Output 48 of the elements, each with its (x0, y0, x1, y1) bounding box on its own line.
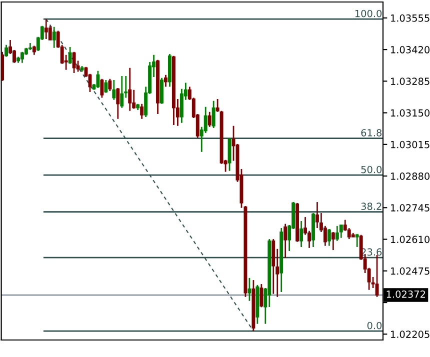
candlestick (4, 44, 8, 58)
candlestick (248, 277, 252, 302)
y-tick-label: 1.02745 (391, 204, 430, 212)
candlestick (100, 78, 104, 98)
candlestick (116, 87, 120, 120)
candlestick (260, 283, 264, 308)
candlestick (140, 103, 144, 120)
annotation: 38.2 (361, 202, 382, 210)
y-tick-label: 1.03150 (391, 109, 430, 117)
candlestick (284, 223, 288, 259)
candlestick (375, 254, 379, 298)
candlestick (228, 138, 232, 172)
y-tick-label: 1.02880 (391, 172, 430, 180)
y-tick-label: 1.02205 (391, 330, 430, 338)
annotation: 0.0 (367, 322, 382, 330)
candlestick (327, 228, 331, 247)
y-tick-label: 1.02610 (391, 236, 430, 244)
y-tick-label: 1.02475 (391, 267, 430, 275)
candlestick (164, 74, 168, 88)
y-tick-label: 1.03015 (391, 140, 430, 148)
candlestick (96, 70, 100, 89)
candlestick (104, 79, 108, 94)
y-tick-label: 1.03420 (391, 46, 430, 54)
candlestick (339, 224, 343, 239)
y-tick-label: 1.03555 (391, 14, 430, 22)
candlestick (355, 233, 359, 248)
candlestick (20, 51, 24, 64)
candlestick (72, 51, 76, 74)
candlestick (160, 77, 164, 105)
candlestick (212, 100, 216, 129)
annotation: 100.0 (355, 10, 382, 18)
candlestick (68, 46, 72, 65)
ref-line-label: 1.02372 (386, 290, 426, 298)
candlestick (300, 220, 304, 248)
candlestick (32, 45, 36, 56)
y-tick-label: 1.03285 (391, 78, 430, 86)
candlestick (128, 67, 132, 112)
candlestick (331, 231, 335, 251)
candlestick (52, 26, 56, 49)
candlestick (208, 111, 212, 128)
candlestick (335, 225, 339, 242)
candlestick (44, 18, 48, 40)
candlestick (315, 201, 319, 229)
candlestick (112, 79, 116, 101)
annotation: 61.8 (361, 129, 382, 136)
candlestick (120, 75, 124, 109)
candlestick (108, 78, 112, 92)
annotation: 50.0 (361, 166, 382, 174)
